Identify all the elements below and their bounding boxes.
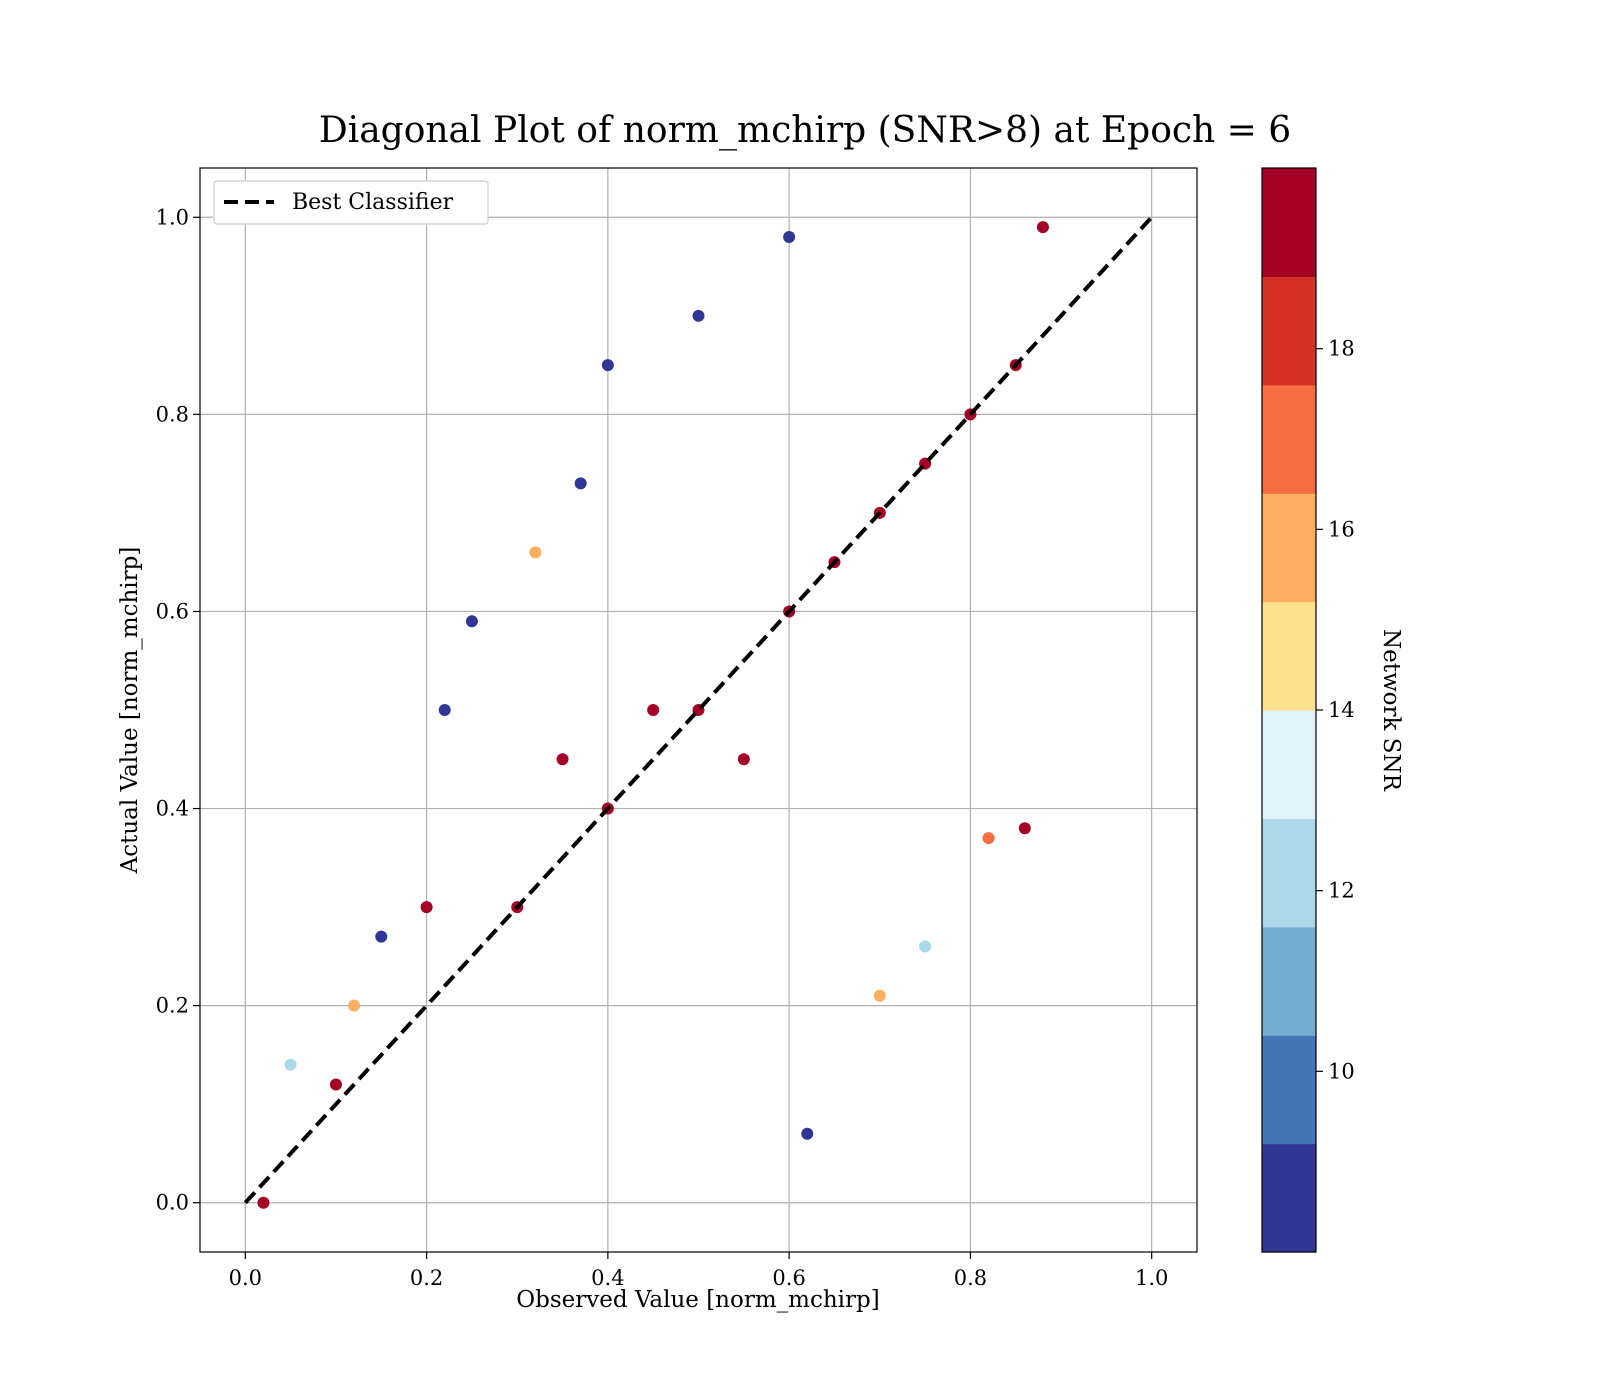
grid-lines	[200, 168, 1197, 1252]
y-tick-label: 0.8	[156, 402, 189, 426]
scatter-point	[375, 930, 388, 943]
scatter-point	[801, 1127, 814, 1140]
x-tick-label: 0.8	[954, 1266, 987, 1290]
scatter-point	[647, 704, 660, 716]
y-axis-label: Actual Value [norm_mchirp]	[117, 547, 143, 875]
colorbar	[1261, 167, 1317, 1253]
legend-box	[213, 180, 489, 225]
colorbar-segment	[1262, 276, 1316, 386]
x-tick-label: 0.4	[591, 1266, 624, 1290]
scatter-point	[737, 753, 750, 766]
colorbar-segment	[1262, 601, 1316, 711]
colorbar-segment	[1262, 1035, 1316, 1145]
legend-entry-best-classifier: Best Classifier	[292, 190, 454, 215]
scatter-point	[348, 999, 361, 1012]
colorbar-tick-label: 12	[1328, 879, 1355, 903]
scatter-point	[438, 704, 451, 716]
scatter-point	[601, 359, 614, 372]
y-axis-ticks: 0.0 0.2 0.4 0.6 0.8 1.0	[156, 205, 200, 1215]
colorbar-segment	[1262, 384, 1316, 494]
scatter-point	[329, 1078, 342, 1091]
legend: Best Classifier	[213, 180, 489, 225]
x-tick-label: 0.2	[410, 1266, 443, 1290]
colorbar-segment	[1262, 493, 1316, 603]
colorbar-segment	[1262, 168, 1316, 277]
scatter-point	[529, 546, 542, 559]
x-tick-label: 1.0	[1135, 1266, 1168, 1290]
y-tick-label: 0.4	[156, 797, 189, 821]
colorbar-tick-label: 10	[1328, 1059, 1355, 1083]
y-tick-label: 1.0	[156, 205, 189, 229]
colorbar-segment	[1262, 1143, 1316, 1253]
scatter-point	[574, 477, 587, 490]
scatter-point	[257, 1196, 270, 1209]
scatter-point	[420, 901, 433, 914]
x-tick-label: 0.6	[772, 1266, 805, 1290]
x-axis-ticks: 0.0 0.2 0.4 0.6 0.8 1.0	[229, 1252, 1168, 1290]
plot-frame	[199, 167, 1198, 1253]
y-tick-label: 0.0	[156, 1191, 189, 1215]
colorbar-tick-label: 16	[1328, 517, 1355, 541]
scatter-point	[465, 615, 478, 628]
scatter-point	[919, 940, 932, 953]
colorbar-tick-label: 14	[1328, 698, 1355, 722]
scatter-point	[556, 753, 569, 766]
colorbar-ticks: 10 12 14 16 18	[1316, 337, 1355, 1083]
scatter-point	[692, 309, 705, 322]
x-axis-label: Observed Value [norm_mchirp]	[516, 1287, 879, 1313]
colorbar-segment	[1262, 926, 1316, 1036]
x-tick-label: 0.0	[229, 1266, 262, 1290]
scatter-point	[1018, 822, 1031, 835]
scatter-point	[1036, 221, 1049, 234]
colorbar-segment	[1262, 818, 1316, 928]
scatter-point	[783, 230, 796, 243]
y-tick-label: 0.6	[156, 599, 189, 623]
colorbar-segment	[1262, 710, 1316, 819]
colorbar-label: Network SNR	[1378, 629, 1404, 792]
scatter-point	[982, 832, 995, 845]
y-tick-label: 0.2	[156, 994, 189, 1018]
scatter-point	[873, 989, 886, 1002]
scatter-point	[284, 1058, 297, 1071]
best-classifier-line	[243, 215, 1154, 1205]
chart-title: Diagonal Plot of norm_mchirp (SNR>8) at …	[319, 110, 1291, 151]
colorbar-tick-label: 18	[1328, 337, 1355, 361]
